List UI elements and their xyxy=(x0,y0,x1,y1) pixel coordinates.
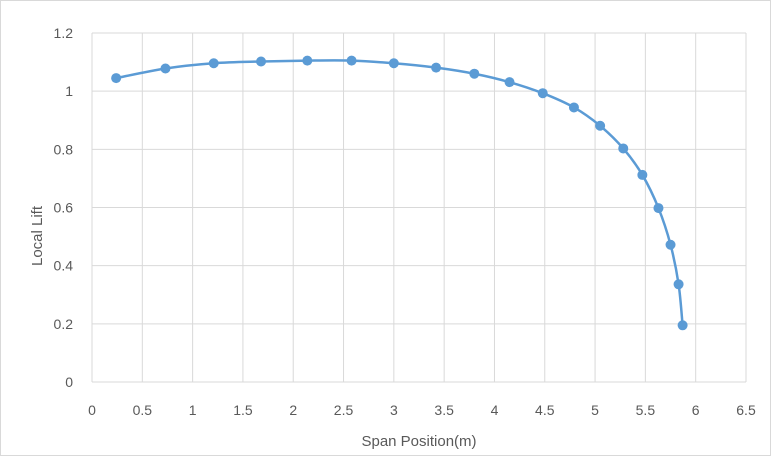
x-tick-labels: 0 0.5 1 1.5 2 2.5 3 3.5 4 4.5 5 5.5 6 6.5 xyxy=(88,402,756,418)
data-point xyxy=(673,279,684,290)
data-point xyxy=(111,73,122,84)
y-tick-label: 1.2 xyxy=(54,25,74,41)
data-point xyxy=(469,68,480,79)
x-tick-label: 2 xyxy=(289,402,297,418)
y-tick-label: 0.8 xyxy=(54,141,74,157)
data-point xyxy=(637,169,648,180)
data-point xyxy=(346,55,357,66)
data-point xyxy=(653,203,664,214)
y-tick-label: 0.4 xyxy=(54,258,74,274)
x-tick-label: 3 xyxy=(390,402,398,418)
y-tick-label: 0.6 xyxy=(54,200,74,216)
data-point xyxy=(665,239,676,250)
y-tick-label: 0 xyxy=(65,374,73,390)
x-tick-label: 5.5 xyxy=(636,402,656,418)
x-tick-label: 4 xyxy=(491,402,499,418)
x-tick-label: 4.5 xyxy=(535,402,555,418)
data-point xyxy=(208,58,219,69)
x-tick-label: 1.5 xyxy=(233,402,253,418)
x-tick-label: 6.5 xyxy=(736,402,756,418)
x-tick-label: 0 xyxy=(88,402,96,418)
data-point xyxy=(160,63,171,74)
data-point xyxy=(256,56,267,67)
data-point xyxy=(537,88,548,99)
x-axis-title: Span Position(m) xyxy=(361,433,476,450)
data-point xyxy=(504,77,515,88)
x-tick-label: 1 xyxy=(189,402,197,418)
y-tick-label: 1 xyxy=(65,83,73,99)
series-points xyxy=(111,55,688,331)
x-tick-label: 3.5 xyxy=(434,402,454,418)
series-line xyxy=(115,59,684,326)
x-tick-label: 2.5 xyxy=(334,402,354,418)
data-point xyxy=(595,120,606,131)
data-point xyxy=(568,102,579,113)
data-point xyxy=(388,58,399,69)
data-point xyxy=(431,62,442,73)
y-tick-label: 0.2 xyxy=(54,316,74,332)
x-tick-label: 6 xyxy=(692,402,700,418)
data-point xyxy=(302,55,313,66)
x-tick-label: 0.5 xyxy=(133,402,153,418)
x-tick-label: 5 xyxy=(591,402,599,418)
data-point xyxy=(618,143,629,154)
y-tick-labels: 0 0.2 0.4 0.6 0.8 1 1.2 xyxy=(54,25,74,390)
grid xyxy=(91,32,747,383)
data-point xyxy=(677,320,688,331)
y-axis-title: Local Lift xyxy=(29,205,46,266)
